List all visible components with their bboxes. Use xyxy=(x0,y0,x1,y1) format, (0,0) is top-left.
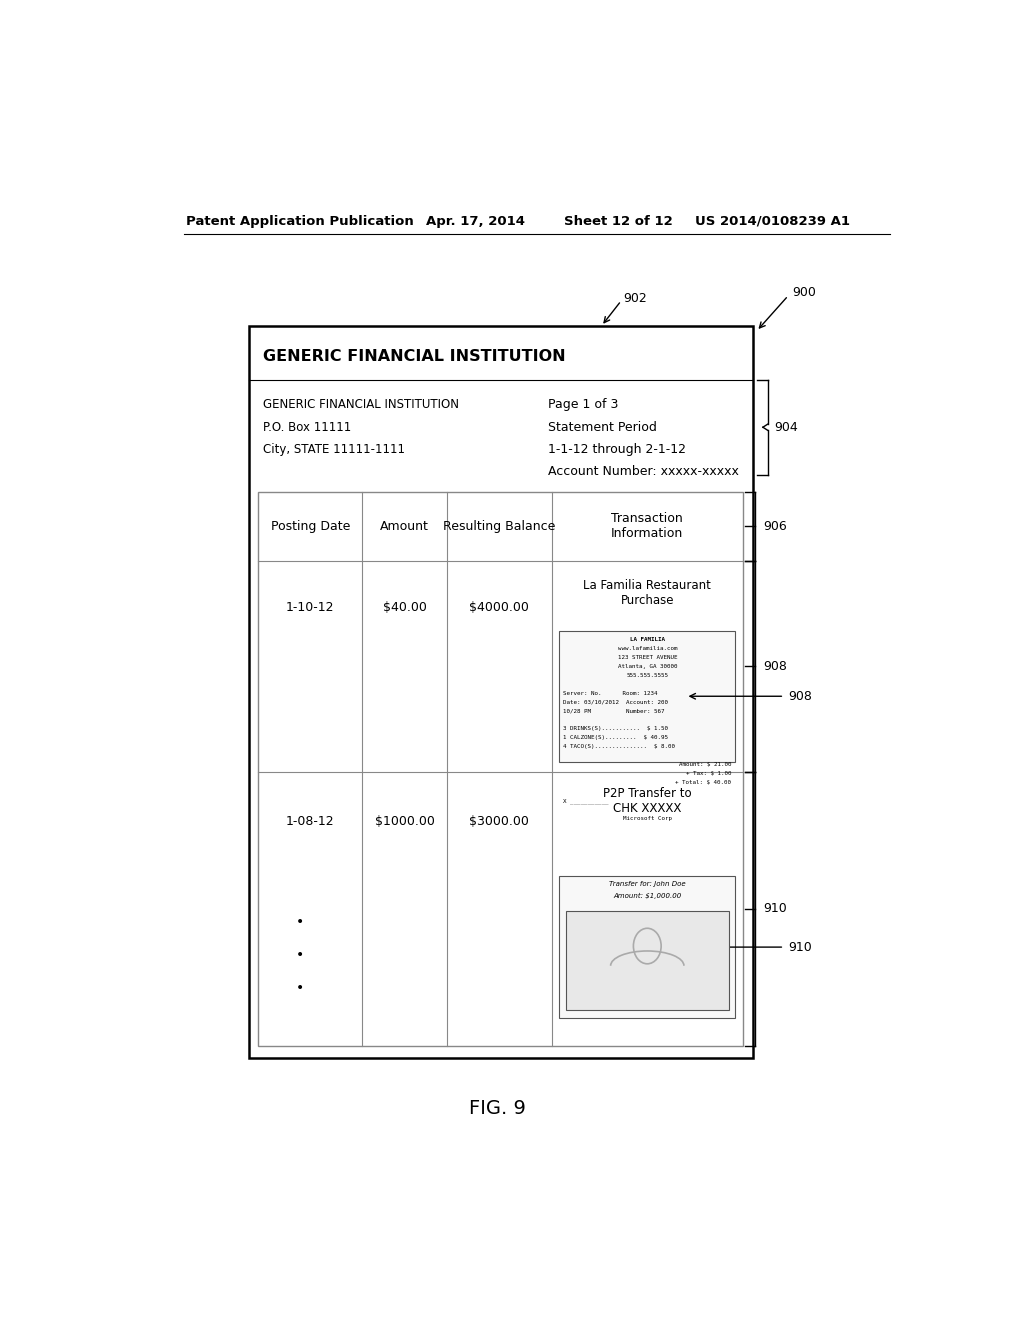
Text: 910: 910 xyxy=(788,941,812,953)
Text: $40.00: $40.00 xyxy=(383,601,427,614)
Text: 1-1-12 through 2-1-12: 1-1-12 through 2-1-12 xyxy=(549,444,686,455)
Text: Page 1 of 3: Page 1 of 3 xyxy=(549,399,618,412)
Bar xyxy=(559,631,735,762)
Text: Sheet 12 of 12: Sheet 12 of 12 xyxy=(564,215,673,228)
Text: + Total: $ 40.00: + Total: $ 40.00 xyxy=(675,780,731,785)
Text: Account Number: xxxxx-xxxxx: Account Number: xxxxx-xxxxx xyxy=(549,466,739,478)
Text: 908: 908 xyxy=(763,660,786,673)
Bar xyxy=(566,912,729,1010)
Text: •: • xyxy=(296,916,304,929)
Text: Amount: Amount xyxy=(380,520,429,533)
Text: 906: 906 xyxy=(763,520,786,533)
Text: Resulting Balance: Resulting Balance xyxy=(443,520,556,533)
Text: Date: 03/10/2012  Account: 200: Date: 03/10/2012 Account: 200 xyxy=(563,700,669,705)
Text: $4000.00: $4000.00 xyxy=(469,601,529,614)
Text: Transfer for: John Doe: Transfer for: John Doe xyxy=(609,880,686,887)
Text: 555.555.5555: 555.555.5555 xyxy=(627,673,669,677)
Text: GENERIC FINANCIAL INSTITUTION: GENERIC FINANCIAL INSTITUTION xyxy=(263,348,565,364)
Text: GENERIC FINANCIAL INSTITUTION: GENERIC FINANCIAL INSTITUTION xyxy=(263,399,459,412)
Text: Posting Date: Posting Date xyxy=(270,520,350,533)
Bar xyxy=(559,876,735,1018)
Text: www.lafamilia.com: www.lafamilia.com xyxy=(617,645,677,651)
Text: 910: 910 xyxy=(763,903,786,915)
Text: Amount: $ 21.00: Amount: $ 21.00 xyxy=(679,762,731,767)
Text: 10/28 PM          Number: 567: 10/28 PM Number: 567 xyxy=(563,709,665,714)
Text: •: • xyxy=(296,981,304,995)
Text: 904: 904 xyxy=(774,421,798,434)
Text: 908: 908 xyxy=(788,690,812,702)
Text: LA FAMILIA: LA FAMILIA xyxy=(630,638,665,642)
Text: Atlanta, GA 30000: Atlanta, GA 30000 xyxy=(617,664,677,669)
Text: P2P Transfer to
CHK XXXXX: P2P Transfer to CHK XXXXX xyxy=(603,787,691,814)
Text: La Familia Restaurant
Purchase: La Familia Restaurant Purchase xyxy=(584,579,712,607)
Text: 902: 902 xyxy=(624,292,647,305)
Text: 900: 900 xyxy=(793,286,816,300)
Text: Statement Period: Statement Period xyxy=(549,421,657,434)
Text: 1-10-12: 1-10-12 xyxy=(286,601,335,614)
Text: Microsoft Corp: Microsoft Corp xyxy=(623,816,672,821)
Text: X ___________: X ___________ xyxy=(563,799,609,804)
Text: $3000.00: $3000.00 xyxy=(469,814,529,828)
Text: P.O. Box 11111: P.O. Box 11111 xyxy=(263,421,351,434)
Text: 1 CALZONE(S).........  $ 40.95: 1 CALZONE(S)......... $ 40.95 xyxy=(563,735,669,741)
Text: 4 TACO(S)...............  $ 8.00: 4 TACO(S)............... $ 8.00 xyxy=(563,744,676,750)
Text: 123 STREET AVENUE: 123 STREET AVENUE xyxy=(617,655,677,660)
Bar xyxy=(249,326,753,1057)
Text: 1-08-12: 1-08-12 xyxy=(286,814,335,828)
Bar xyxy=(258,492,743,1045)
Text: Patent Application Publication: Patent Application Publication xyxy=(186,215,414,228)
Text: 3 DRINKS(S)...........  $ 1.50: 3 DRINKS(S)........... $ 1.50 xyxy=(563,726,669,731)
Text: •: • xyxy=(296,948,304,962)
Text: Transaction
Information: Transaction Information xyxy=(611,512,683,540)
Text: + Tax: $ 1.00: + Tax: $ 1.00 xyxy=(686,771,731,776)
Text: Amount: $1,000.00: Amount: $1,000.00 xyxy=(613,894,681,899)
Text: City, STATE 11111-1111: City, STATE 11111-1111 xyxy=(263,444,404,455)
Text: Server: No.      Room: 1234: Server: No. Room: 1234 xyxy=(563,690,657,696)
Text: Apr. 17, 2014: Apr. 17, 2014 xyxy=(426,215,524,228)
Text: FIG. 9: FIG. 9 xyxy=(469,1100,525,1118)
Text: $1000.00: $1000.00 xyxy=(375,814,435,828)
Text: US 2014/0108239 A1: US 2014/0108239 A1 xyxy=(695,215,850,228)
